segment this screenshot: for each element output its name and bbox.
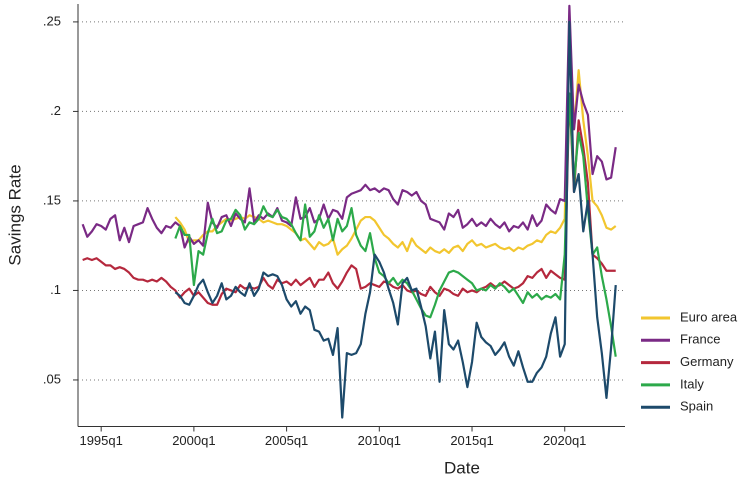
- y-tick-label: .25: [43, 13, 61, 28]
- series-line: [81, 4, 617, 249]
- y-axis-label: Savings Rate: [5, 164, 24, 265]
- legend-label: Euro area: [680, 309, 738, 324]
- series-line: [174, 20, 617, 256]
- series-line: [82, 92, 616, 306]
- x-axis-label: Date: [444, 458, 480, 477]
- x-tick-label: 2015q1: [450, 433, 493, 448]
- y-tick-label: .1: [50, 282, 61, 297]
- legend-label: Germany: [680, 354, 734, 369]
- x-tick-label: 2010q1: [358, 433, 401, 448]
- x-tick-label: 2000q1: [172, 433, 215, 448]
- y-tick-label: .05: [43, 371, 61, 386]
- legend-label: Spain: [680, 399, 713, 414]
- y-tick-label: .15: [43, 192, 61, 207]
- x-tick-label: 2005q1: [265, 433, 308, 448]
- series-line: [174, 92, 617, 357]
- x-tick-label: 2020q1: [543, 433, 586, 448]
- series-line: [174, 20, 617, 419]
- legend-label: France: [680, 332, 720, 347]
- y-tick-label: .2: [50, 103, 61, 118]
- legend-label: Italy: [680, 376, 704, 391]
- x-tick-label: 1995q1: [79, 433, 122, 448]
